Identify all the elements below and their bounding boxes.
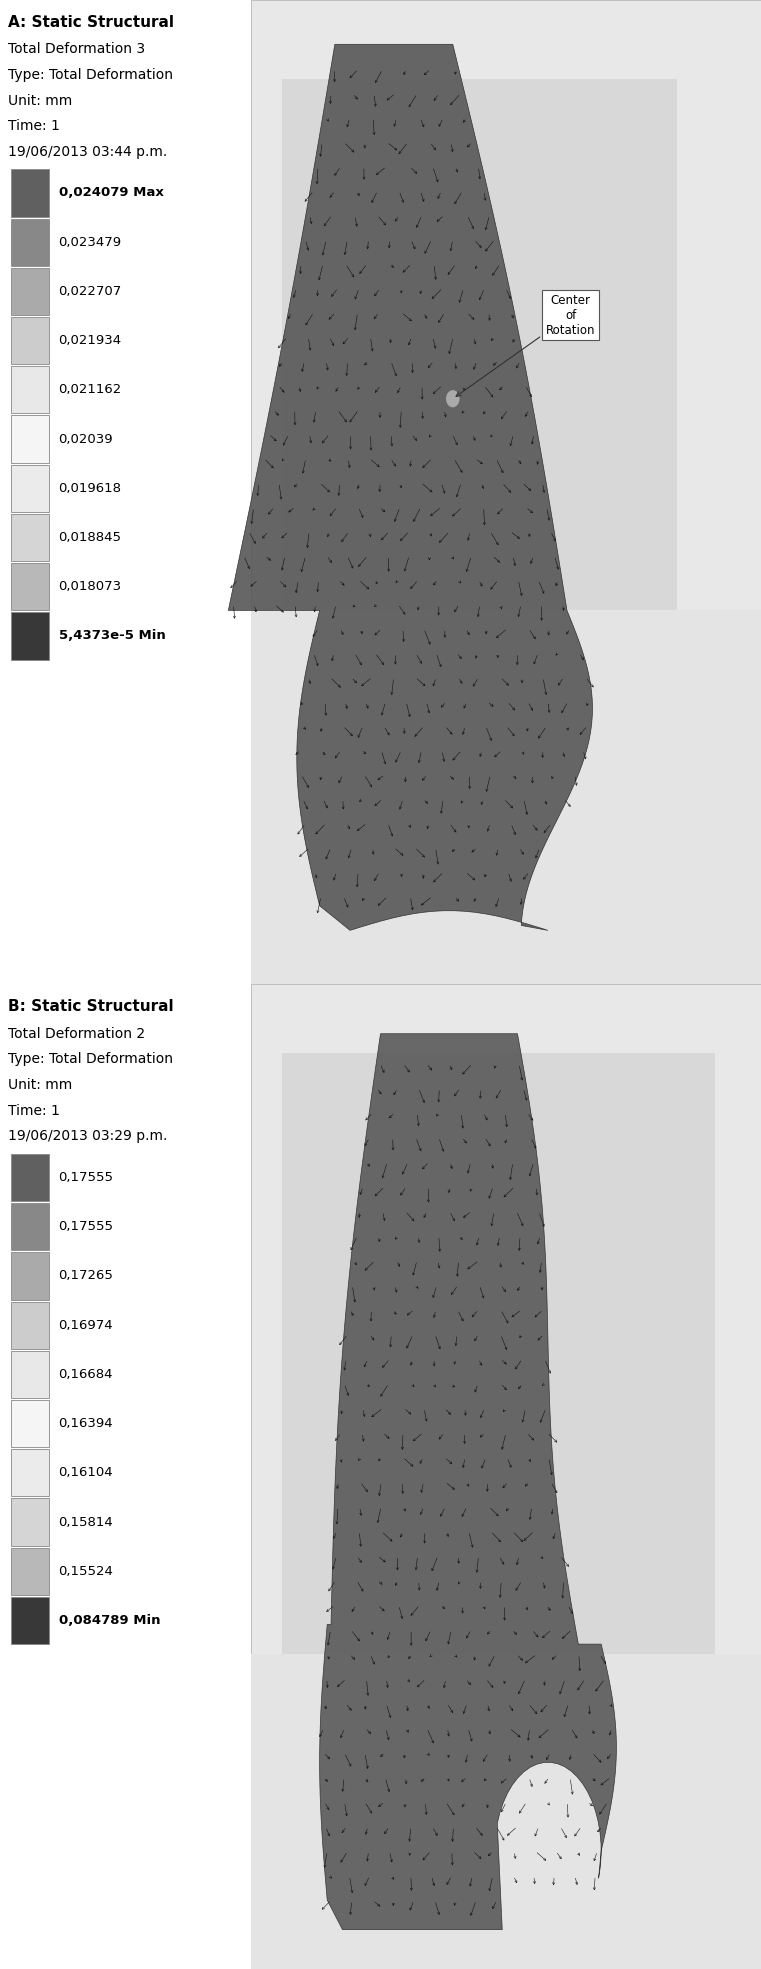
Bar (11, 563, 49, 610)
Text: Type: Total Deformation: Type: Total Deformation (8, 1051, 173, 1067)
Text: 0,021934: 0,021934 (59, 335, 122, 347)
Text: 0,17555: 0,17555 (59, 1221, 113, 1233)
Polygon shape (228, 43, 593, 931)
FancyBboxPatch shape (251, 0, 761, 984)
Text: Total Deformation 3: Total Deformation 3 (8, 41, 145, 57)
Text: 0,02039: 0,02039 (59, 433, 113, 445)
Bar (11, 415, 49, 463)
Text: Unit: mm: Unit: mm (8, 93, 72, 108)
Text: Unit: mm: Unit: mm (8, 1079, 72, 1093)
Text: 5,4373e-5 Min: 5,4373e-5 Min (59, 630, 165, 642)
Text: 0,022707: 0,022707 (59, 286, 122, 297)
Bar (11, 1351, 49, 1398)
FancyBboxPatch shape (251, 1654, 761, 1969)
Text: 0,16684: 0,16684 (59, 1368, 113, 1380)
Polygon shape (320, 1034, 616, 1930)
Circle shape (447, 390, 459, 408)
Bar (11, 1203, 49, 1250)
Text: 0,021162: 0,021162 (59, 384, 122, 396)
Text: B: Static Structural: B: Static Structural (8, 1000, 174, 1014)
FancyBboxPatch shape (251, 610, 761, 984)
Bar (11, 514, 49, 561)
Bar (11, 1154, 49, 1201)
Text: 0,019618: 0,019618 (59, 482, 122, 494)
Bar (11, 1498, 49, 1546)
Bar (11, 1400, 49, 1447)
Bar (11, 169, 49, 217)
Text: Time: 1: Time: 1 (8, 118, 59, 134)
Text: 0,16394: 0,16394 (59, 1418, 113, 1429)
Bar (11, 612, 49, 660)
Text: 0,023479: 0,023479 (59, 236, 122, 248)
Bar (11, 1597, 49, 1644)
Text: Total Deformation 2: Total Deformation 2 (8, 1028, 145, 1042)
Text: 0,16974: 0,16974 (59, 1319, 113, 1331)
Bar (11, 1449, 49, 1496)
Text: Center
of
Rotation: Center of Rotation (456, 293, 596, 396)
Text: 0,15814: 0,15814 (59, 1516, 113, 1528)
Bar (11, 1302, 49, 1349)
Text: 0,17555: 0,17555 (59, 1172, 113, 1183)
Bar (11, 1252, 49, 1300)
Text: A: Static Structural: A: Static Structural (8, 16, 174, 30)
Bar (11, 465, 49, 512)
Text: 0,15524: 0,15524 (59, 1565, 113, 1577)
FancyBboxPatch shape (282, 79, 677, 660)
Bar (11, 268, 49, 315)
Text: 19/06/2013 03:29 p.m.: 19/06/2013 03:29 p.m. (8, 1130, 167, 1144)
FancyBboxPatch shape (251, 984, 761, 1969)
Bar (11, 366, 49, 413)
Text: 0,16104: 0,16104 (59, 1467, 113, 1479)
Text: Type: Total Deformation: Type: Total Deformation (8, 69, 173, 83)
Bar (11, 1548, 49, 1595)
Bar (11, 219, 49, 266)
Text: 0,024079 Max: 0,024079 Max (59, 187, 164, 199)
Text: 0,084789 Min: 0,084789 Min (59, 1615, 160, 1626)
FancyBboxPatch shape (282, 1053, 715, 1723)
Bar (11, 317, 49, 364)
Text: 0,018845: 0,018845 (59, 532, 122, 543)
Text: 0,018073: 0,018073 (59, 581, 122, 593)
Text: 19/06/2013 03:44 p.m.: 19/06/2013 03:44 p.m. (8, 146, 167, 159)
Text: 0,17265: 0,17265 (59, 1270, 113, 1282)
Text: Time: 1: Time: 1 (8, 1103, 59, 1118)
